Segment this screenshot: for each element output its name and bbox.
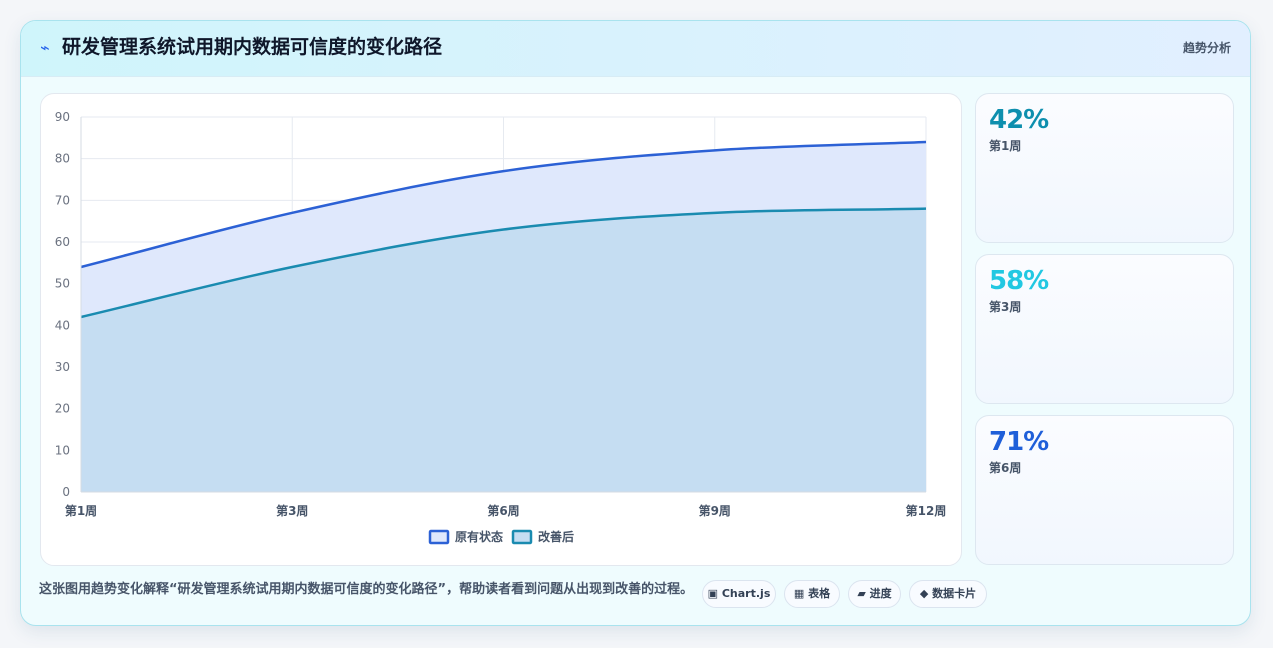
header-tag: 趋势分析 — [1182, 41, 1231, 55]
series-area-2 — [81, 208, 926, 492]
x-tick-label: 第6周 — [487, 503, 519, 518]
kpi-label: 第1周 — [989, 139, 1022, 153]
y-tick-label: 10 — [55, 443, 70, 457]
kpi-card-1: 42% 第1周 — [975, 93, 1234, 243]
x-tick-label: 第3周 — [276, 503, 308, 518]
chart-caption: 这张图用趋势变化解释“研发管理系统试用期内数据可信度的变化路径”，帮助读者看到问… — [39, 582, 694, 597]
chart-card: ⌁ 研发管理系统试用期内数据可信度的变化路径 趋势分析 0 10 20 30 40 50 6… — [20, 20, 1251, 626]
tag-chartjs[interactable]: ▣ Chart.js — [702, 580, 776, 608]
kpi-card-3: 71% 第6周 — [975, 415, 1234, 565]
y-tick-label: 20 — [55, 402, 70, 416]
card-header: ⌁ 研发管理系统试用期内数据可信度的变化路径 趋势分析 — [21, 21, 1250, 77]
tag-table[interactable]: ▦ 表格 — [784, 580, 840, 608]
y-tick-label: 40 — [55, 318, 70, 332]
kpi-label: 第3周 — [989, 300, 1022, 314]
legend-label-2: 改善后 — [538, 529, 574, 544]
page-title: 研发管理系统试用期内数据可信度的变化路径 — [62, 36, 443, 58]
kpi-card-2: 58% 第3周 — [975, 254, 1234, 404]
y-tick-label: 80 — [55, 152, 70, 166]
bolt-icon: ⌁ — [40, 38, 50, 57]
y-tick-label: 60 — [55, 235, 70, 249]
y-tick-label: 50 — [55, 277, 70, 291]
tag-label: 数据卡片 — [932, 587, 977, 600]
tag-label: Chart.js — [721, 587, 771, 600]
chart-panel: 0 10 20 30 40 50 60 70 80 90 第1周 第3周 第6周 第9周 第12周原有状态 改… — [40, 93, 962, 566]
y-tick-label: 70 — [55, 193, 70, 207]
tag-label: 进度 — [869, 587, 892, 600]
tag-data-card[interactable]: ◆ 数据卡片 — [909, 580, 987, 608]
series-line-2 — [80, 207, 927, 319]
kpi-value: 71% — [989, 427, 1049, 457]
x-tick-label: 第12周 — [906, 503, 947, 518]
progress-icon: ▰ — [857, 587, 866, 600]
kpi-value: 42% — [989, 105, 1049, 135]
series-line-1 — [80, 140, 927, 269]
diamond-icon: ◆ — [919, 587, 929, 600]
y-tick-label: 90 — [55, 110, 70, 124]
tag-progress[interactable]: ▰ 进度 — [848, 580, 901, 608]
x-tick-label: 第1周 — [65, 503, 97, 518]
chart-icon: ▣ — [707, 587, 719, 600]
x-tick-label: 第9周 — [699, 503, 731, 518]
y-tick-label: 30 — [55, 360, 70, 374]
y-tick-label: 0 — [62, 485, 70, 499]
table-icon: ▦ — [793, 587, 805, 600]
legend-swatch-2 — [511, 529, 533, 545]
legend-swatch-1 — [428, 529, 450, 545]
tag-label: 表格 — [808, 587, 831, 600]
kpi-label: 第6周 — [989, 461, 1022, 475]
legend-label-1: 原有状态 — [455, 529, 503, 544]
kpi-value: 58% — [989, 266, 1049, 296]
